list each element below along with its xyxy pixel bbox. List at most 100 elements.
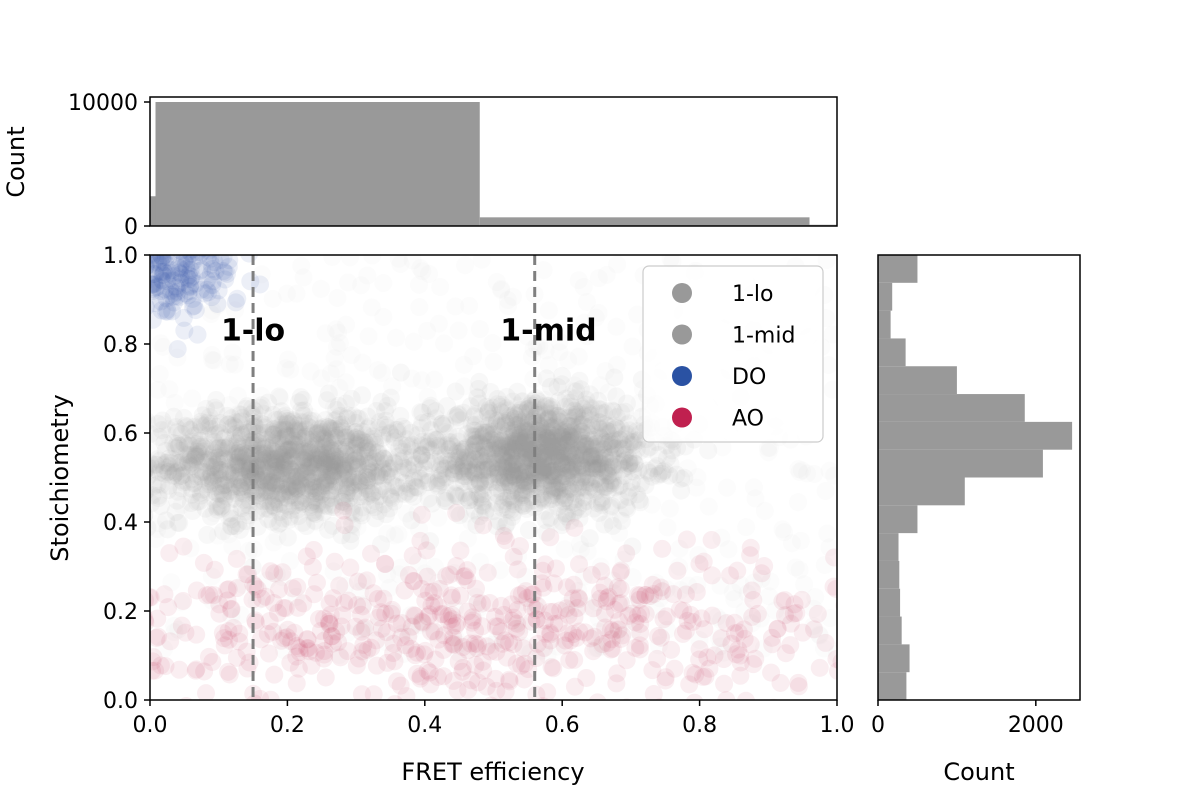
scatter-point [213,464,231,482]
scatter-point [241,272,259,290]
scatter-point [382,389,400,407]
scatter-point [170,661,188,679]
scatter-point [149,628,167,646]
scatter-point [261,562,279,580]
scatter-point [54,592,72,610]
right-histogram-bar [878,644,910,672]
scatter-point [294,495,312,513]
right-histogram-bar [878,255,917,283]
scatter-point [162,232,180,250]
scatter-point [614,441,632,459]
scatter-point [297,517,315,535]
scatter-point [785,605,803,623]
scatter-point [974,675,992,693]
y-tick-label: 0.6 [103,422,138,447]
scatter-point [942,662,960,680]
scatter-point [731,667,749,685]
scatter-point [404,572,422,590]
scatter-point [189,238,207,256]
scatter-point [647,768,665,786]
scatter-point [123,272,141,290]
scatter-point [369,706,387,724]
scatter-point [388,705,406,723]
scatter-point [627,751,645,769]
scatter-point [83,267,101,285]
scatter-point [149,381,167,399]
scatter-point [390,250,408,268]
scatter-point [696,667,714,685]
top-histogram-bar [155,102,479,226]
x-tick-label: 1.0 [820,713,855,738]
right-x-tick-label: 0 [871,713,885,738]
scatter-point [171,237,189,255]
scatter-point [256,440,274,458]
scatter-point [737,518,755,536]
scatter-point [374,274,392,292]
scatter-point [1094,675,1112,693]
scatter-point [387,329,405,347]
scatter-point [95,459,113,477]
scatter-point [110,481,128,499]
scatter-point [824,325,842,343]
scatter-point [410,298,428,316]
x-tick-label: 0.8 [682,713,717,738]
scatter-point [745,478,763,496]
scatter-point [145,265,163,283]
scatter-point [300,458,318,476]
scatter-point [85,694,103,712]
legend-marker [672,366,692,386]
scatter-point [836,635,854,653]
scatter-point [660,735,678,753]
scatter-point [914,600,932,618]
scatter-point [130,307,148,325]
scatter-point [495,527,513,545]
scatter-point [24,583,42,601]
right-histogram-bar [878,422,1072,450]
scatter-point [553,367,571,385]
scatter-point [125,623,143,641]
scatter-point [595,515,613,533]
scatter-point [236,485,254,503]
scatter-point [323,248,341,266]
x-tick-label: 0.2 [270,713,305,738]
scatter-point [847,585,865,603]
scatter-point [227,293,245,311]
scatter-point [348,656,366,674]
scatter-point [516,655,534,673]
scatter-point [69,289,87,307]
scatter-point [649,467,667,485]
scatter-point [911,588,929,606]
scatter-point [821,462,839,480]
scatter-point [327,320,345,338]
y-axis-ticks: 0.00.20.40.60.81.0 [103,244,150,714]
y-axis-label: Stoichiometry [46,394,74,561]
scatter-point [560,651,578,669]
scatter-point [169,514,187,532]
scatter-point [0,587,14,605]
scatter-point [413,446,431,464]
scatter-point [174,538,192,556]
scatter-point [765,699,783,717]
scatter-point [101,269,119,287]
scatter-point [658,607,676,625]
scatter-point [89,631,107,649]
scatter-point [314,438,332,456]
scatter-point [438,436,456,454]
scatter-point [631,615,649,633]
scatter-point [485,353,503,371]
scatter-point [189,326,207,344]
scatter-point [154,237,172,255]
scatter-point [680,675,698,693]
scatter-point [349,573,367,591]
scatter-point [545,574,563,592]
scatter-point [583,436,601,454]
scatter-point [598,266,616,284]
right-histogram-bar [878,505,917,533]
scatter-point [726,614,744,632]
scatter-point [632,441,650,459]
scatter-point [478,432,496,450]
scatter-point [1111,717,1129,735]
legend-marker [672,408,692,428]
